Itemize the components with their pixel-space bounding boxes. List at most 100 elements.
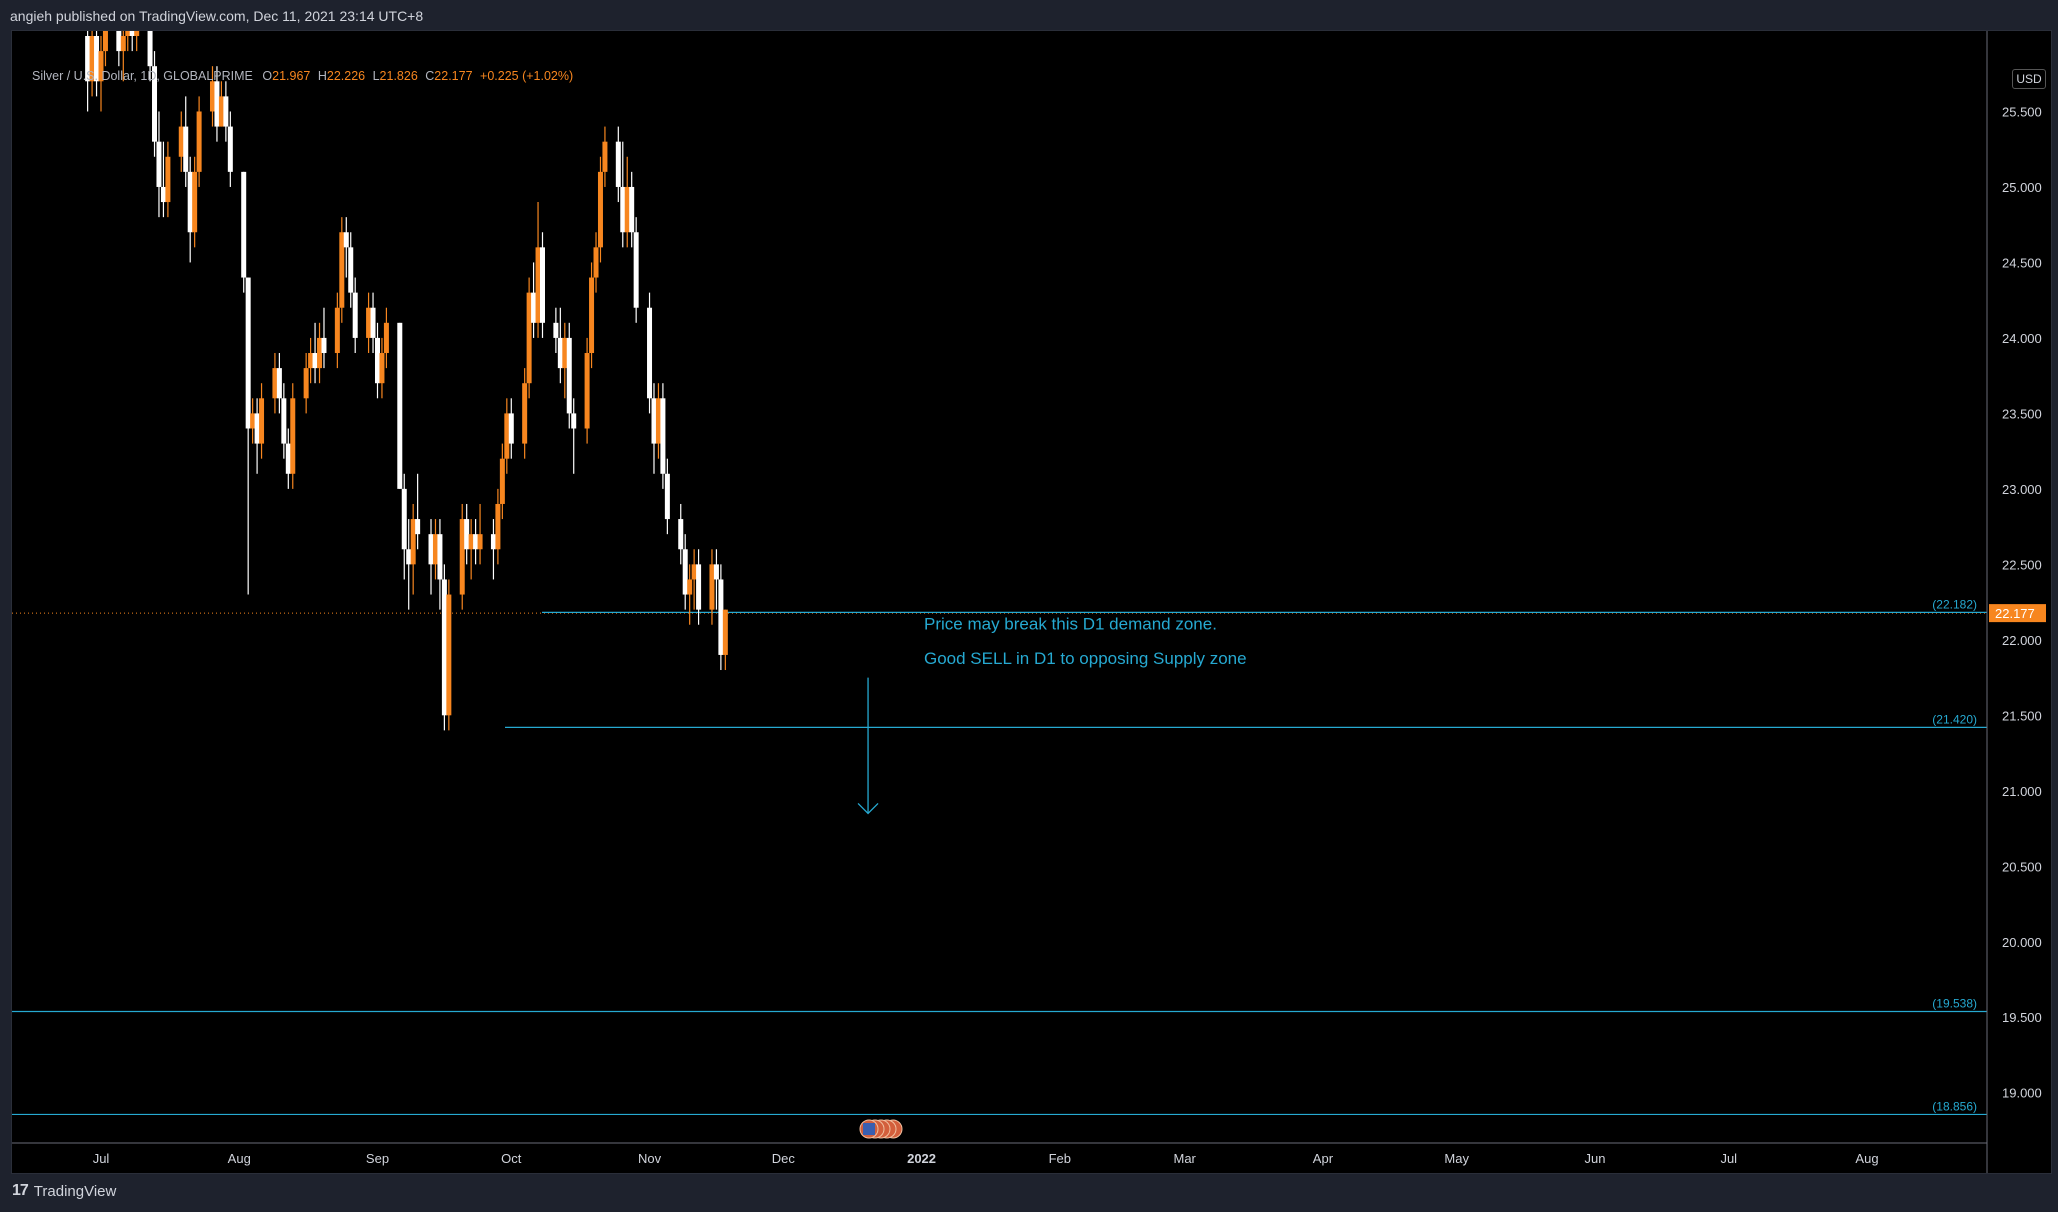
candle [713,549,719,610]
high-label: H [317,69,327,83]
candle [624,156,630,248]
price-tick-label: 21.000 [2002,784,2042,799]
price-tick-label: 24.000 [2002,331,2042,346]
candle [553,307,559,354]
candle [147,31,153,82]
candle [459,503,465,610]
candle [651,383,657,474]
candle [682,534,688,610]
time-tick-label: Aug [1855,1151,1878,1166]
candle [276,353,282,414]
candle [227,111,233,187]
publisher-line: angieh published on TradingView.com, Dec… [10,8,424,24]
candle [317,322,323,384]
candle [241,171,247,293]
open-label: O [262,69,273,83]
candle [432,519,438,580]
candle [94,31,100,97]
candle [152,51,158,157]
candle [593,232,599,293]
annotation-text[interactable]: Price may break this D1 demand zone. [924,614,1217,633]
candle [437,519,443,610]
candle [379,337,385,399]
low-value: 21.826 [379,69,418,83]
candle [589,262,595,369]
time-tick-label: Mar [1173,1151,1196,1166]
currency-button[interactable]: USD [2012,69,2046,89]
candle [250,398,256,444]
candle [129,31,135,52]
economic-events-icon[interactable] [859,1119,903,1139]
price-tick-label: 25.000 [2002,180,2042,195]
candle [526,277,532,399]
candle [499,443,505,520]
price-tick-label: 23.000 [2002,482,2042,497]
candle [522,368,528,459]
candle [718,564,724,671]
candle [223,81,229,142]
candle [655,383,661,459]
time-tick-label: Dec [772,1151,796,1166]
down-arrow[interactable] [857,677,879,815]
candle [334,292,340,369]
candle [678,503,684,565]
time-tick-label: Oct [501,1151,522,1166]
candle [308,337,314,384]
candle [374,322,380,399]
candle [410,503,416,595]
candle [245,277,251,595]
candle [401,473,407,580]
candle [691,549,697,610]
candle [209,66,215,127]
candle [687,564,693,625]
symbol-name: Silver / U.S. Dollar, 1D, GLOBALPRIME [32,69,253,83]
candle [214,66,220,142]
candle [490,519,496,580]
candle [120,31,126,82]
annotation-text[interactable]: Good SELL in D1 to opposing Supply zone [924,649,1247,668]
candle [303,353,309,414]
price-tick-label: 22.000 [2002,633,2042,648]
candle [156,111,162,218]
candle [566,322,572,429]
close-value: 22.177 [434,69,473,83]
candle [160,141,166,218]
tradingview-brand[interactable]: 17 TradingView [12,1182,116,1200]
candle [218,81,224,127]
time-tick-label: Sep [366,1151,389,1166]
candle [187,156,193,263]
candle [272,353,278,414]
price-chart[interactable]: (22.182) (21.420) (19.538) (18.856) Price m… [12,31,2051,1173]
zone-line-label: (21.420) [1932,712,1977,726]
zone-line-label: (19.538) [1932,996,1977,1010]
footer-bar [0,1174,2058,1212]
candle [183,96,189,187]
candle [254,398,260,474]
candle [285,428,291,489]
chart-panel[interactable]: (22.182) (21.420) (19.538) (18.856) Price m… [11,30,2052,1174]
candle [584,337,590,444]
price-tick-label: 23.500 [2002,406,2042,421]
price-tick-label: 25.500 [2002,104,2042,119]
candle [557,307,563,384]
candle [441,564,447,731]
candle [415,473,421,550]
candle [192,156,198,248]
change-value: +0.225 (+1.02%) [480,69,574,83]
candle [504,398,510,474]
candle [531,262,537,338]
price-tick-label: 22.500 [2002,557,2042,572]
tradingview-logo-icon: 17 [12,1182,29,1199]
candle [321,307,327,369]
candle [464,503,470,565]
price-tick-label: 19.500 [2002,1010,2042,1025]
candle [125,31,131,52]
candle [660,383,666,489]
candle [352,277,358,354]
candle [397,322,403,489]
price-tick-label: 19.000 [2002,1086,2042,1101]
candle [535,202,541,338]
candle [312,322,318,384]
price-tick-label: 21.500 [2002,708,2042,723]
close-label: C [425,69,435,83]
